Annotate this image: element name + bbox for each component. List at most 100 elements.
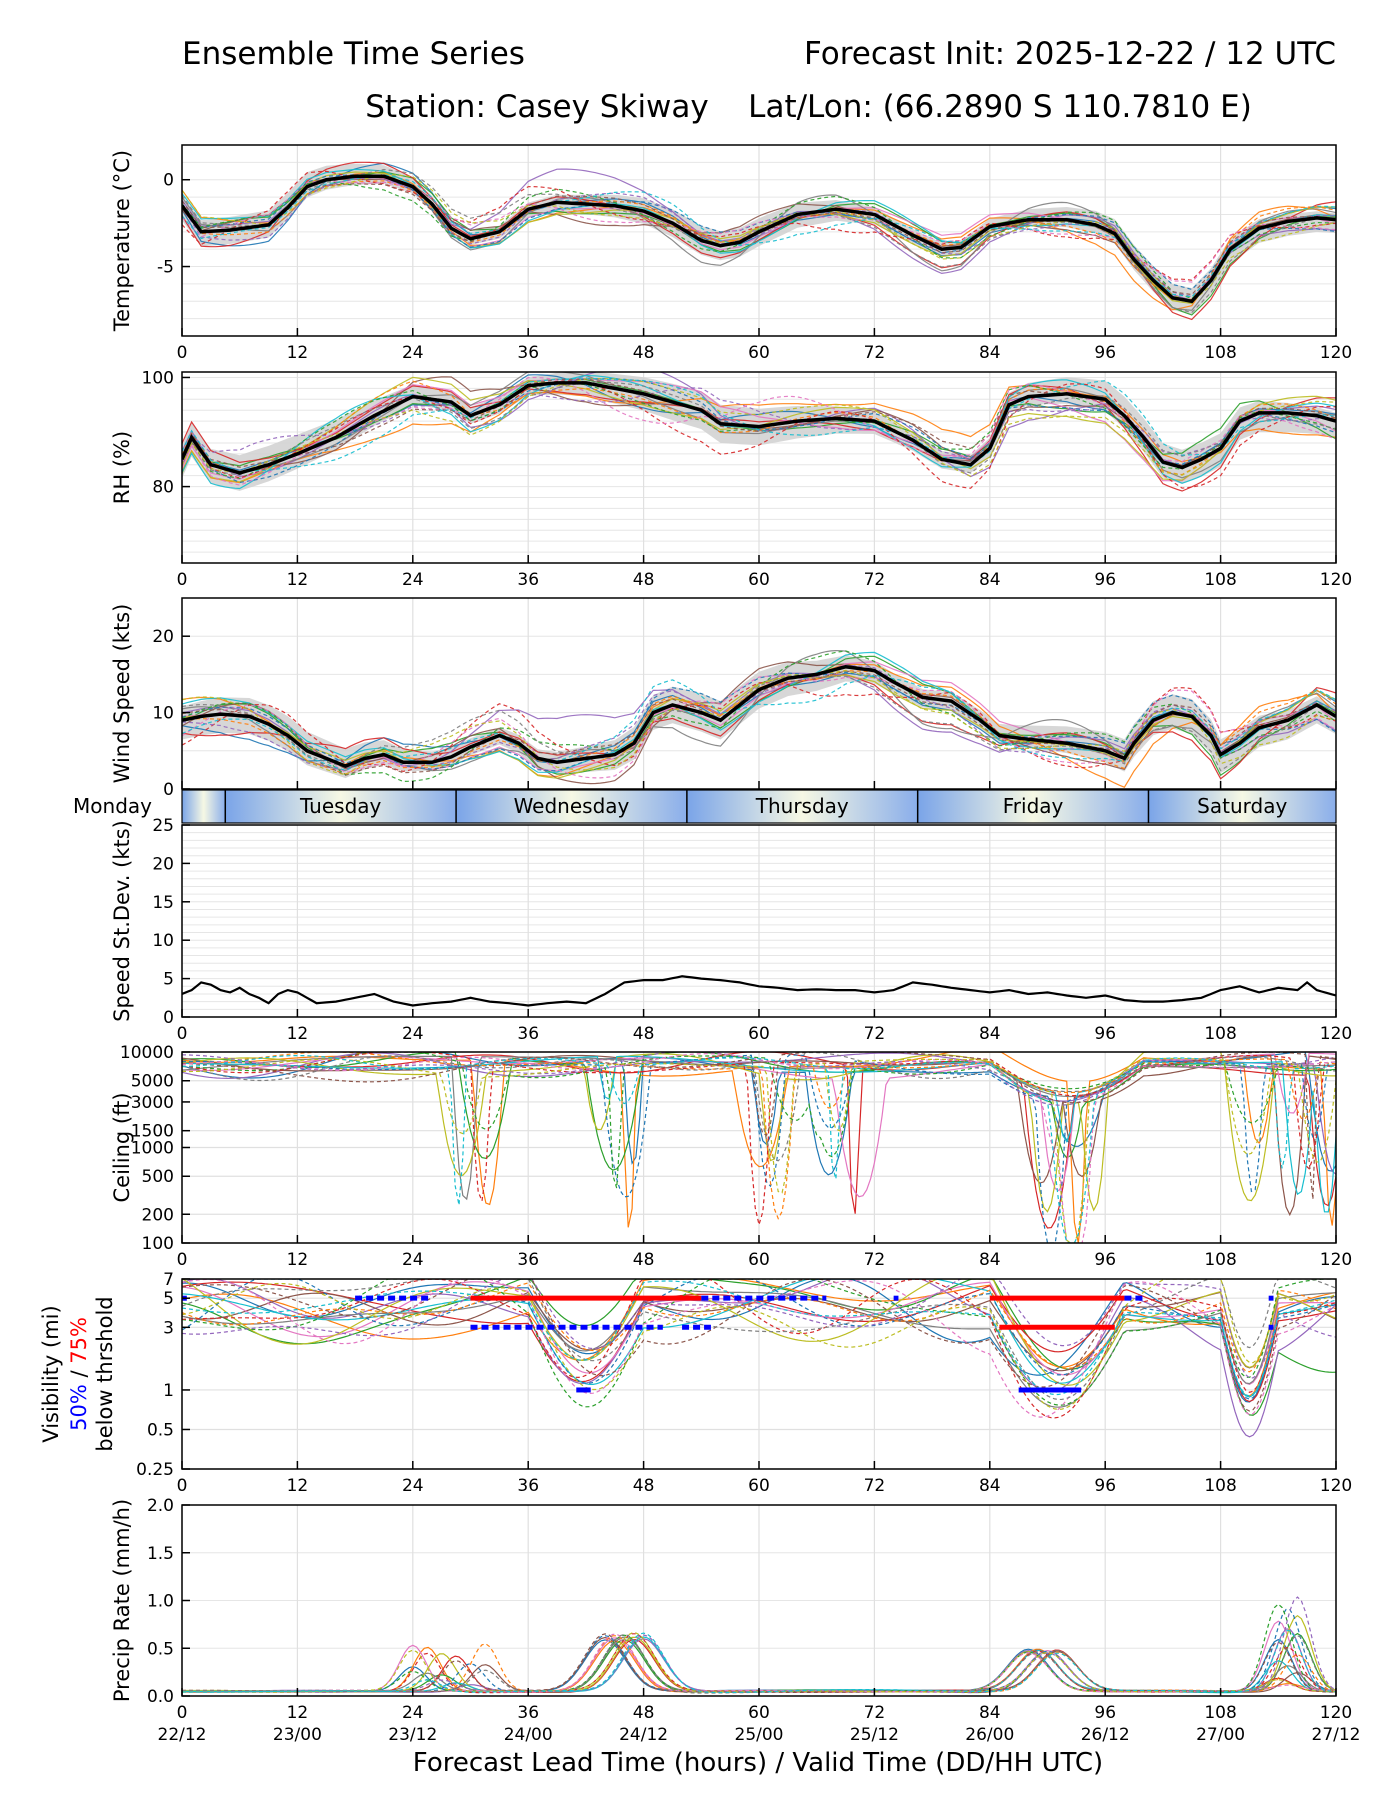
day-segment — [456, 790, 687, 823]
day-segment — [225, 790, 457, 823]
y-tick-label: 0.5 — [147, 1639, 174, 1659]
x-tick-label: 72 — [864, 1250, 886, 1270]
sdev-grid — [181, 824, 1337, 1018]
temp-x-ticks: 0 12 24 36 48 60 72 84 96 108 120 — [177, 328, 1352, 363]
y-tick-label: 20 — [152, 627, 174, 647]
x-tick-label: 72 — [864, 343, 886, 363]
rh-x-ticks: 0 12 24 36 48 60 72 84 96 108 120 — [177, 555, 1352, 590]
precip-x-ticks: 0 12 24 36 48 60 72 84 96 108 120 22/12 23/00 23/12 24… — [158, 1688, 1361, 1745]
day-label-tuesday: Tuesday — [299, 794, 382, 818]
temp-mean-line — [182, 174, 1336, 304]
legend-50-percent: 50% — [67, 1384, 91, 1431]
x-tick-label: 12 — [287, 1024, 309, 1044]
day-segment — [917, 790, 1149, 823]
x-tick-label: 24 — [402, 570, 424, 590]
y-tick-label: 25 — [152, 816, 174, 836]
x-tick-label: 48 — [633, 570, 655, 590]
x-tick-label: 120 — [1320, 1024, 1352, 1044]
ceil-member-line — [182, 1052, 1336, 1189]
vis-grid — [181, 1278, 1337, 1470]
rh-member-line — [182, 377, 1336, 474]
x-tick-label: 120 — [1320, 1703, 1352, 1723]
figure-titles: Ensemble Time Series Forecast Init: 2025… — [182, 36, 1336, 125]
x-tick-label: 0 — [177, 570, 188, 590]
x-valid-time-label: 27/12 — [1312, 1725, 1361, 1745]
rh-panel: 100 80 0 12 24 36 48 60 72 84 96 108 120 RH (%) — [110, 368, 1352, 590]
vis-y-ticks: 75 3 1 0.5 0.25 — [136, 1270, 190, 1480]
vis-x-ticks: 0 12 24 36 48 60 72 84 96 108 120 — [177, 1461, 1352, 1496]
rh-member-line — [182, 372, 1336, 479]
sdev-plot-area — [182, 975, 1336, 1007]
temp-plot-area — [182, 161, 1336, 321]
x-tick-label: 96 — [1094, 1024, 1116, 1044]
rh-member-line — [182, 387, 1336, 462]
day-segment — [1148, 790, 1336, 823]
temp-member-line — [182, 171, 1336, 305]
x-tick-label: 0 — [177, 1476, 188, 1496]
title-left: Ensemble Time Series — [182, 36, 525, 72]
precip-grid — [181, 1504, 1337, 1697]
legend-separator: / — [67, 1364, 91, 1384]
day-label-friday: Friday — [1003, 794, 1064, 818]
rh-member-line — [182, 383, 1336, 480]
x-tick-label: 60 — [748, 1703, 770, 1723]
rh-spread-band — [182, 372, 1336, 491]
temp-panel: 0 -5 0 12 24 36 48 60 72 84 96 108 120 Temperature (°… — [110, 144, 1352, 363]
x-valid-time-label: 22/12 — [158, 1725, 207, 1745]
x-tick-label: 48 — [633, 1250, 655, 1270]
y-tick-label: 0.5 — [147, 1420, 174, 1440]
x-tick-label: 108 — [1204, 343, 1236, 363]
wspd-y-label: Wind Speed (kts) — [110, 604, 134, 784]
temp-member-line — [182, 180, 1336, 300]
x-tick-label: 96 — [1094, 1703, 1116, 1723]
title-station: Station: Casey Skiway — [365, 89, 709, 125]
vis-member-line — [182, 1279, 1336, 1411]
vis-member-line — [182, 1279, 1336, 1418]
x-tick-label: 24 — [402, 1476, 424, 1496]
y-tick-label: 100 — [142, 1234, 174, 1254]
x-valid-time-label: 25/12 — [850, 1725, 899, 1745]
y-tick-label: 0 — [163, 171, 174, 191]
x-tick-label: 24 — [402, 1024, 424, 1044]
ceil-x-ticks: 0 12 24 36 48 60 72 84 96 108 120 — [177, 1235, 1352, 1270]
rh-plot-area — [182, 372, 1336, 492]
sdev-x-ticks: 0 12 24 36 48 60 72 84 96 108 120 — [177, 1009, 1352, 1044]
sdev-mean-line — [182, 975, 1336, 1007]
x-tick-label: 36 — [517, 1250, 539, 1270]
x-valid-time-label: 24/00 — [504, 1725, 553, 1745]
x-tick-label: 24 — [402, 1703, 424, 1723]
day-bar-frame — [181, 789, 1337, 824]
y-tick-label: 10 — [152, 931, 174, 951]
ceil-member-line — [182, 1052, 1336, 1162]
vis-panel: 75 3 1 0.5 0.250 12 24 36 48 60 72 84 96 108 120 Visibi… — [39, 1270, 1352, 1496]
y-tick-label: 20 — [152, 854, 174, 874]
ceil-grid — [181, 1051, 1337, 1244]
y-tick-label: 15 — [152, 893, 174, 913]
x-tick-label: 12 — [287, 1703, 309, 1723]
wspd-member-line — [182, 669, 1336, 775]
x-valid-time-label: 23/12 — [388, 1725, 437, 1745]
x-tick-label: 0 — [177, 1024, 188, 1044]
x-tick-label: 84 — [979, 343, 1001, 363]
x-tick-label: 96 — [1094, 343, 1116, 363]
temp-member-line — [182, 168, 1336, 314]
x-valid-time-label: 23/00 — [273, 1725, 322, 1745]
precip-member-line — [182, 1630, 1336, 1694]
temp-spread-band — [182, 163, 1336, 315]
x-tick-label: 120 — [1320, 1250, 1352, 1270]
temp-member-line — [182, 179, 1336, 283]
vis-member-line — [182, 1279, 1336, 1400]
vis-member-line — [182, 1279, 1336, 1408]
day-label-wednesday: Wednesday — [514, 794, 630, 818]
y-tick-label: 0.0 — [147, 1687, 174, 1707]
wspd-member-line — [182, 675, 1336, 772]
y-tick-label: 7 — [163, 1270, 174, 1290]
x-tick-label: 12 — [287, 570, 309, 590]
x-tick-label: 60 — [748, 1476, 770, 1496]
rh-member-line — [182, 377, 1336, 482]
y-tick-label: 80 — [152, 478, 174, 498]
x-tick-label: 36 — [517, 1703, 539, 1723]
vis-plot-area — [182, 1279, 1336, 1438]
x-tick-label: 108 — [1204, 1703, 1236, 1723]
